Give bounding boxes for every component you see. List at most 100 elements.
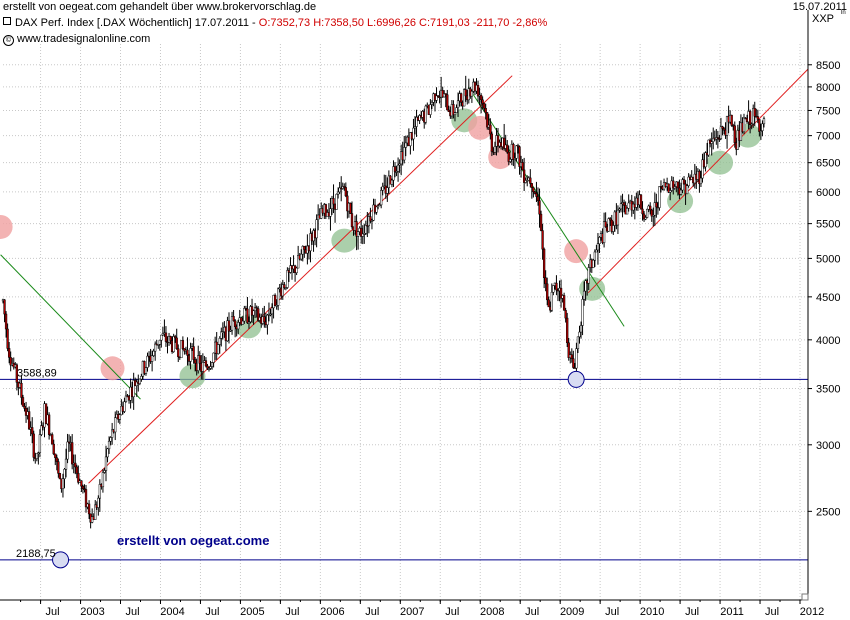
- candle-body: [230, 316, 234, 331]
- candle-body: [593, 251, 597, 261]
- candle-body: [369, 216, 372, 222]
- candle-body: [579, 325, 583, 333]
- header-date: 15.07.2011: [792, 1, 847, 13]
- candle-body: [273, 294, 277, 306]
- scale-label[interactable]: XXP: [812, 13, 835, 25]
- candle-body: [641, 208, 644, 215]
- candle-body: [484, 108, 487, 113]
- candle-body: [204, 360, 208, 367]
- candle-body: [9, 357, 12, 366]
- candle-body: [612, 225, 615, 232]
- candle-body: [284, 287, 288, 289]
- series-square-icon: [3, 17, 11, 25]
- candle-body: [55, 457, 58, 462]
- candle-body: [343, 186, 346, 188]
- candle-body: [710, 141, 713, 144]
- candle-body: [595, 249, 598, 253]
- candle-body: [532, 187, 535, 193]
- candle-body: [275, 305, 278, 307]
- candle-body: [681, 179, 684, 191]
- candle-body: [443, 93, 446, 98]
- candle-body: [722, 128, 726, 131]
- level-circle-marker: [567, 370, 585, 388]
- x-tick-label: 2005: [240, 606, 264, 618]
- y-tick-label: 4000: [816, 335, 840, 347]
- candle-body: [672, 180, 675, 189]
- candle-body: [324, 204, 327, 217]
- candle-body: [4, 313, 8, 330]
- y-tick-label: 6500: [816, 158, 840, 170]
- y-tick-label: 5500: [816, 219, 840, 231]
- candle-body: [87, 503, 91, 515]
- candle-body: [424, 105, 427, 123]
- candle-body: [332, 198, 335, 205]
- candle-body: [622, 202, 626, 206]
- candle-body: [380, 190, 383, 206]
- candle-body: [269, 313, 272, 316]
- candle-body: [609, 218, 612, 221]
- candle-body: [598, 237, 601, 244]
- y-tick-label: 4500: [816, 292, 840, 304]
- candle-body: [412, 127, 415, 140]
- candle-body: [418, 115, 421, 121]
- candle-body: [152, 350, 155, 356]
- candle-body: [582, 290, 586, 300]
- candle-body: [255, 307, 258, 309]
- red-resistance-marker: [0, 214, 13, 239]
- candle-body: [135, 381, 138, 387]
- candle-body: [386, 187, 389, 194]
- candle-body: [704, 152, 707, 168]
- candle-body: [518, 146, 521, 167]
- downtrend-line: [467, 86, 625, 327]
- candle-body: [523, 169, 526, 183]
- chart-grid: [3, 44, 808, 600]
- candle-body: [338, 187, 341, 193]
- candle-body: [23, 406, 26, 409]
- candle-body: [103, 470, 106, 473]
- candle-body: [84, 489, 88, 508]
- x-tick-label: Jul: [605, 606, 619, 618]
- candle-body: [301, 246, 304, 255]
- x-tick-label: 2008: [480, 606, 504, 618]
- candle-body: [150, 355, 154, 362]
- candle-body: [232, 316, 235, 321]
- candle-body: [456, 100, 460, 108]
- candle-body: [146, 355, 149, 368]
- x-tick-label: Jul: [46, 606, 60, 618]
- candle-body: [3, 299, 6, 315]
- candle-body: [559, 287, 563, 299]
- candle-body: [707, 139, 710, 156]
- candle-body: [207, 368, 211, 370]
- x-tick-label: Jul: [525, 606, 539, 618]
- candle-body: [682, 179, 686, 185]
- candle-body: [455, 107, 458, 113]
- x-tick-label: 2003: [80, 606, 104, 618]
- candle-body: [110, 429, 114, 438]
- plot-frame: [0, 10, 809, 601]
- candle-body: [52, 443, 55, 455]
- candle-body: [286, 270, 289, 288]
- candle-body: [6, 328, 9, 349]
- candle-body: [189, 348, 192, 362]
- candle-body: [177, 348, 180, 358]
- x-tick-label: 2010: [640, 606, 664, 618]
- candle-body: [63, 468, 66, 479]
- candle-body: [270, 307, 274, 315]
- candle-body: [515, 145, 518, 159]
- candle-body: [503, 137, 506, 149]
- candle-body: [712, 137, 715, 142]
- candle-body: [297, 254, 300, 269]
- x-tick-label: 2006: [320, 606, 344, 618]
- candle-body: [71, 442, 74, 465]
- candle-body: [132, 380, 135, 398]
- candle-body: [97, 497, 100, 508]
- candle-body: [123, 401, 126, 412]
- candle-body: [645, 208, 649, 218]
- level-circle-marker: [52, 551, 70, 569]
- candle-body: [506, 144, 509, 153]
- candle-body: [233, 320, 237, 328]
- candle-body: [761, 123, 764, 131]
- candle-body: [154, 343, 157, 352]
- candle-body: [570, 354, 573, 359]
